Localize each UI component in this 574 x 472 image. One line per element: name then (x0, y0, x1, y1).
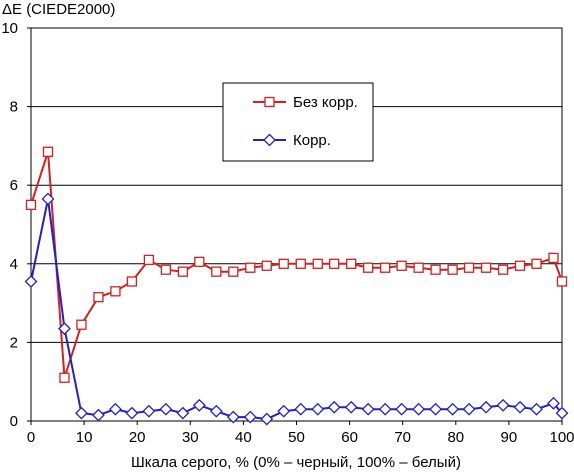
data-point (344, 400, 358, 414)
data-point (211, 266, 222, 277)
x-tick-label: 20 (129, 429, 146, 446)
data-point (228, 266, 239, 277)
data-point (142, 404, 156, 418)
data-point (312, 258, 323, 269)
data-point (75, 406, 88, 420)
data-point (429, 402, 443, 416)
data-point (278, 258, 289, 269)
y-tick-label: 2 (10, 334, 18, 351)
data-point (243, 410, 257, 424)
data-point (412, 402, 426, 416)
x-axis-title: Шкала серого, % (0% – черный, 100% – бел… (131, 454, 461, 471)
data-point (261, 260, 272, 271)
data-point (126, 276, 138, 287)
data-point (396, 260, 407, 271)
y-tick-label: 0 (10, 413, 18, 430)
data-point (463, 262, 475, 273)
x-tick-label: 40 (235, 429, 252, 446)
series-2 (24, 192, 569, 426)
x-axis-ticks: 0 10 20 30 40 50 60 70 80 90 100 (27, 421, 574, 446)
data-point (209, 404, 223, 418)
data-point (25, 199, 37, 211)
series-layer (24, 146, 569, 426)
data-point (547, 396, 560, 410)
data-point (430, 264, 441, 275)
data-point (160, 264, 172, 275)
data-point (295, 258, 306, 269)
data-point (346, 258, 357, 269)
legend-label: Без корр. (293, 94, 358, 111)
data-point (245, 262, 256, 273)
y-tick-label: 4 (10, 256, 18, 273)
data-point (159, 402, 173, 416)
data-point (556, 276, 568, 287)
data-point (395, 402, 409, 416)
y-tick-label: 6 (10, 177, 18, 194)
x-tick-label: 80 (447, 429, 464, 446)
data-point (92, 408, 105, 422)
legend-label: Корр. (293, 132, 331, 149)
data-point (363, 262, 374, 273)
x-tick-label: 30 (182, 429, 199, 446)
x-tick-label: 0 (27, 429, 35, 446)
y-axis-ticks: 0 2 4 6 8 10 (1, 20, 31, 430)
data-point (447, 264, 458, 275)
data-point (496, 398, 510, 412)
series-1 (25, 146, 568, 383)
legend-marker (264, 96, 275, 108)
data-point (327, 400, 341, 414)
data-point (378, 402, 392, 416)
data-point (479, 400, 493, 414)
data-point (548, 252, 559, 264)
data-point (294, 402, 308, 416)
x-tick-label: 10 (76, 429, 93, 446)
data-point (192, 398, 206, 412)
data-point (110, 286, 121, 297)
data-point (42, 146, 54, 157)
data-point (76, 319, 87, 330)
data-point (177, 266, 189, 277)
x-tick-label: 70 (394, 429, 411, 446)
legend-box (222, 82, 374, 162)
legend: Без корр. Корр. (222, 82, 374, 162)
y-tick-label: 8 (10, 99, 18, 116)
data-point (58, 322, 71, 336)
data-point (513, 400, 527, 414)
data-point (311, 402, 325, 416)
data-point (462, 402, 476, 416)
data-point (530, 402, 543, 416)
data-point (24, 275, 38, 288)
data-point (361, 402, 375, 416)
data-point (125, 406, 139, 420)
data-point (497, 264, 509, 275)
legend-entries: Без корр. Корр. (253, 94, 358, 149)
data-point (480, 262, 492, 273)
data-point (59, 372, 70, 383)
data-point (176, 406, 190, 420)
x-tick-label: 50 (288, 429, 305, 446)
y-tick-label: 10 (1, 20, 18, 37)
x-tick-label: 90 (501, 429, 518, 446)
data-point (93, 292, 104, 303)
data-point (277, 404, 291, 418)
data-point (260, 412, 274, 426)
data-point (194, 256, 205, 267)
data-point (226, 410, 240, 424)
data-point (41, 192, 55, 206)
data-point (446, 402, 460, 416)
data-point (514, 260, 526, 271)
data-point (555, 406, 569, 420)
x-tick-label: 60 (341, 429, 358, 446)
data-point (143, 254, 155, 266)
x-tick-label: 100 (549, 429, 574, 446)
data-point (109, 402, 122, 416)
data-point (531, 258, 542, 269)
legend-marker (263, 133, 276, 147)
data-point (380, 262, 391, 273)
data-point (329, 258, 340, 269)
y-axis-title: ΔE (CIEDE2000) (2, 1, 115, 18)
data-point (413, 262, 424, 273)
